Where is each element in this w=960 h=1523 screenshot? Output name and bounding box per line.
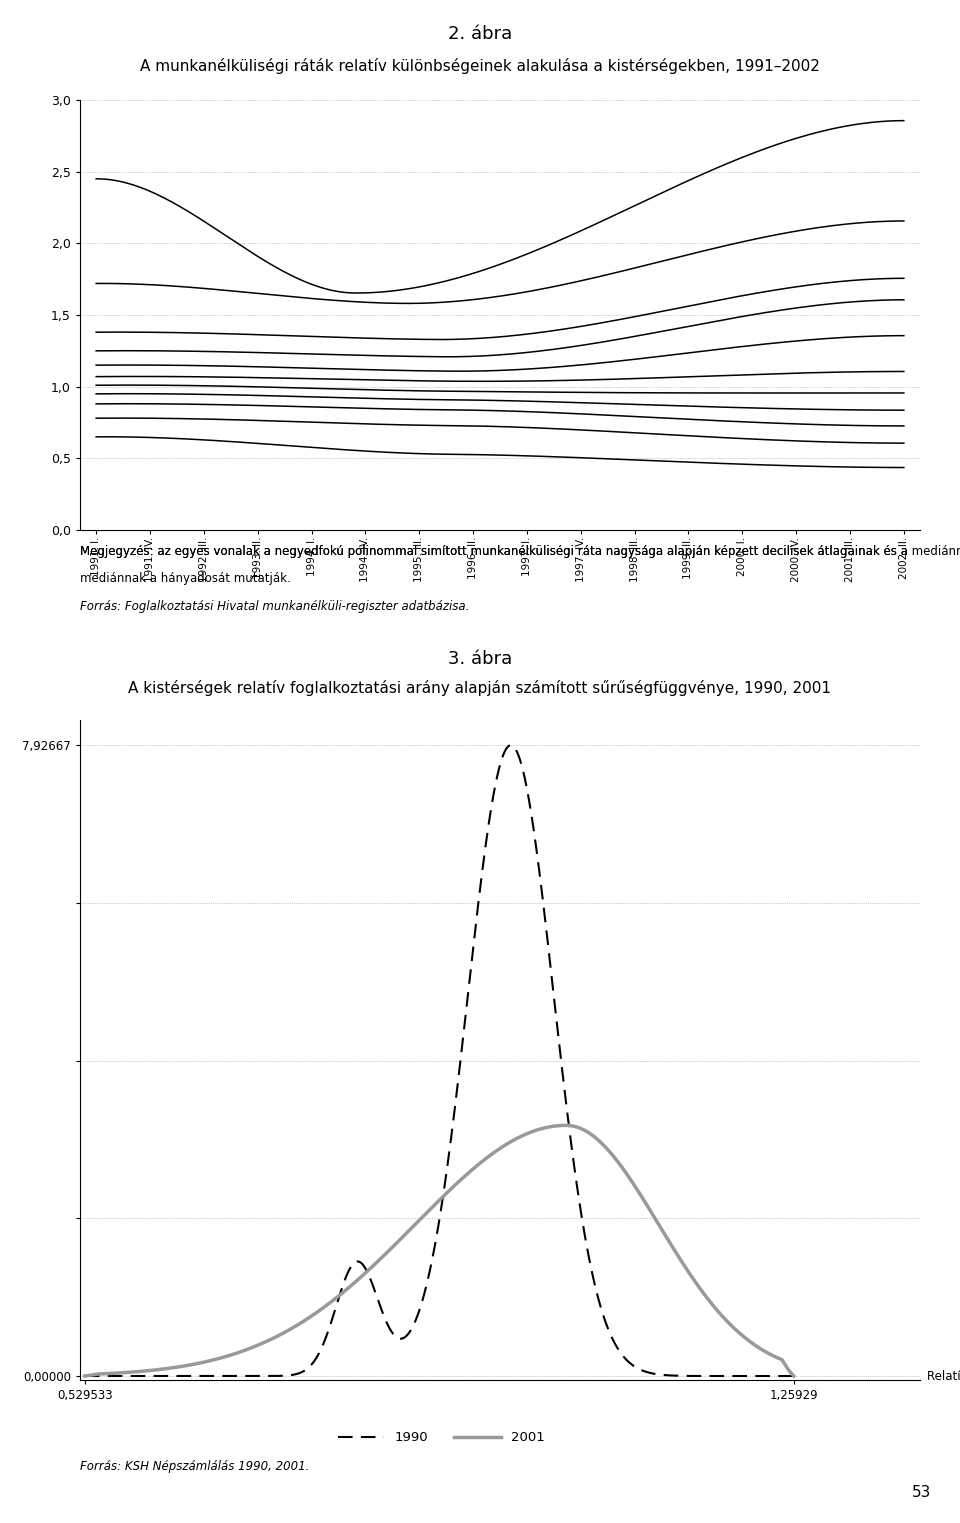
Legend: 1990, 2001: 1990, 2001 [332, 1426, 550, 1450]
Text: Forrás: Foglalkoztatási Hivatal munkanélküli-regiszter adatbázisa.: Forrás: Foglalkoztatási Hivatal munkanél… [80, 600, 469, 612]
Text: 53: 53 [912, 1485, 931, 1500]
Text: Megjegyzés: az egyes vonalak a negyedfokú polinommal simított munkanélküliségi r: Megjegyzés: az egyes vonalak a negyedfok… [80, 545, 907, 557]
Text: Relatív foglalkoztatási arányok: Relatív foglalkoztatási arányok [927, 1369, 960, 1383]
Text: 3. ábra: 3. ábra [448, 650, 512, 669]
Text: 2. ábra: 2. ábra [448, 24, 512, 43]
Text: A kistérségek relatív foglalkoztatási arány alapján számított sűrűségfüggvénye, : A kistérségek relatív foglalkoztatási ar… [129, 679, 831, 696]
Text: A munkanélküliségi ráták relatív különbségeinek alakulása a kistérségekben, 1991: A munkanélküliségi ráták relatív különbs… [140, 58, 820, 75]
Text: Forrás: KSH Népszámlálás 1990, 2001.: Forrás: KSH Népszámlálás 1990, 2001. [80, 1461, 309, 1473]
Text: Megjegyzés: az egyes vonalak a negyedfokú polinommal simított munkanélküliségi r: Megjegyzés: az egyes vonalak a negyedfok… [80, 545, 960, 557]
Text: mediánnak a hányadosát mutatják.: mediánnak a hányadosát mutatják. [80, 573, 291, 585]
